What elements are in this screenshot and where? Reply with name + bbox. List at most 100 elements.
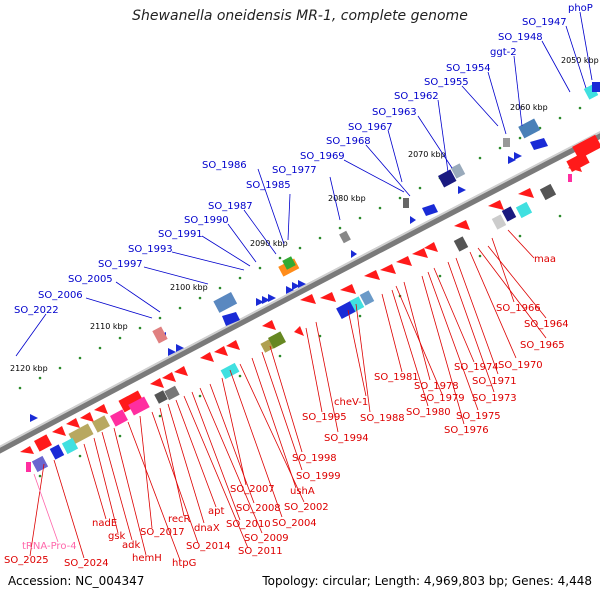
tick-track-inner: [38, 214, 562, 478]
gene-label-SO_1988: SO_1988: [360, 413, 405, 424]
gene-label-nadE: nadE: [92, 518, 117, 529]
gene-label-SO_2006: SO_2006: [38, 290, 83, 301]
gene-label-maa: maa: [534, 254, 556, 265]
tick-track-outer: [18, 106, 582, 390]
gene-label-hemH: hemH: [132, 553, 162, 564]
gene-label-SO_1997: SO_1997: [98, 259, 143, 270]
gene-arrow: [298, 280, 306, 288]
rna-label-group: tRNA-Pro-4: [22, 473, 77, 552]
gene-label-SO_1981: SO_1981: [374, 372, 419, 383]
genome-summary: Topology: circular; Length: 4,969,803 bp…: [262, 574, 592, 588]
gene-label-SO_1987: SO_1987: [208, 201, 253, 212]
gene-label-SO_1970: SO_1970: [498, 360, 543, 371]
tick-label: 2050 kbp: [561, 56, 599, 65]
gene-label-SO_1963: SO_1963: [372, 107, 417, 118]
gene-label-SO_2017: SO_2017: [140, 527, 185, 538]
gene-box: [518, 118, 541, 139]
gene-label-ushA: ushA: [290, 486, 315, 497]
gene-label-SO_2007: SO_2007: [230, 484, 275, 495]
gene-arrow: [530, 138, 548, 150]
gene-label-tRNA-Pro-4: tRNA-Pro-4: [22, 541, 77, 552]
gene-arrow: [286, 286, 294, 294]
gene-arrow: [514, 152, 522, 160]
gene-box: [438, 169, 457, 188]
gene-box: [152, 326, 168, 344]
gene-label-SO_1973: SO_1973: [472, 393, 517, 404]
gene-arrow: [30, 414, 38, 422]
gene-box: [213, 292, 238, 313]
gene-arrow: [410, 216, 416, 224]
gene-box: [339, 230, 351, 244]
gene-label-dnaX: dnaX: [194, 523, 220, 534]
gene-label-SO_1977: SO_1977: [272, 165, 317, 176]
gene-label-SO_1965: SO_1965: [520, 340, 565, 351]
gene-label-SO_1986: SO_1986: [202, 160, 247, 171]
gene-label-SO_1955: SO_1955: [424, 77, 469, 88]
gene-label-SO_1967: SO_1967: [348, 122, 393, 133]
gene-arrow: [262, 296, 270, 304]
gene-arrow: [458, 186, 466, 194]
forward-labels: phoP SO_1947 SO_1948 ggt-2 SO_1954 SO_19…: [14, 3, 593, 316]
gene-label-SO_1991: SO_1991: [158, 229, 203, 240]
gene-label-recR: recR: [168, 514, 191, 525]
gene-box: [450, 163, 466, 179]
gene-box: [503, 138, 510, 147]
gene-label-htpG: htpG: [172, 558, 196, 569]
backbone: [0, 131, 600, 454]
gene-label-SO_2010: SO_2010: [226, 519, 271, 530]
gene-label-SO_1998: SO_1998: [292, 453, 337, 464]
reverse-leaders: [29, 229, 547, 561]
gene-arrow: [222, 312, 240, 326]
tick-label: 2100 kbp: [170, 283, 208, 292]
gene-label-SO_2005: SO_2005: [68, 274, 113, 285]
gene-arrow: [351, 250, 357, 258]
gene-label-SO_1948: SO_1948: [498, 32, 543, 43]
gene-arrow: [176, 344, 184, 352]
tick-label: 2080 kbp: [328, 194, 366, 203]
gene-label-SO_1969: SO_1969: [300, 151, 345, 162]
gene-label-SO_1976: SO_1976: [444, 425, 489, 436]
gene-label-SO_2009: SO_2009: [244, 533, 289, 544]
gene-label-SO_1966: SO_1966: [496, 303, 541, 314]
gene-label-SO_1995: SO_1995: [302, 412, 347, 423]
gene-label-SO_1974: SO_1974: [454, 362, 499, 373]
forward-leaders: [15, 11, 593, 357]
gene-label-SO_2008: SO_2008: [236, 503, 281, 514]
gene-arrow: [268, 294, 276, 302]
gene-label-SO_2022: SO_2022: [14, 305, 59, 316]
tick-label: 2060 kbp: [510, 103, 548, 112]
reverse-labels: maa SO_1966 SO_1964 SO_1965 SO_1970 SO_1…: [4, 254, 569, 569]
gene-box: [282, 256, 296, 270]
gene-label-SO_1980: SO_1980: [406, 407, 451, 418]
gene-arrow: [168, 348, 176, 356]
gene-label-SO_1954: SO_1954: [446, 63, 491, 74]
tick-label: 2120 kbp: [10, 364, 48, 373]
gene-label-SO_2011: SO_2011: [238, 546, 283, 557]
gene-arrow: [292, 282, 300, 290]
gene-label-SO_2024: SO_2024: [64, 558, 109, 569]
gene-arrow: [508, 156, 516, 164]
forward-genes: [30, 82, 600, 422]
gene-label-SO_2025: SO_2025: [4, 555, 49, 566]
gene-label-SO_1971: SO_1971: [472, 376, 517, 387]
gene-label-SO_1993: SO_1993: [128, 244, 173, 255]
gene-label-SO_1985: SO_1985: [246, 180, 291, 191]
reverse-genes: [20, 134, 600, 473]
gene-label-SO_1964: SO_1964: [524, 319, 569, 330]
gene-label-SO_1975: SO_1975: [456, 411, 501, 422]
gene-label-SO_1962: SO_1962: [394, 91, 439, 102]
gene-label-cheV-1: cheV-1: [334, 397, 368, 408]
gene-box: [403, 198, 409, 208]
gene-label-SO_1978: SO_1978: [414, 381, 459, 392]
gene-box: [592, 82, 600, 92]
gene-arrow: [422, 204, 438, 216]
gene-label-SO_1968: SO_1968: [326, 136, 371, 147]
gene-label-SO_1999: SO_1999: [296, 471, 341, 482]
tick-label: 2070 kbp: [408, 150, 446, 159]
gene-label-SO_2004: SO_2004: [272, 518, 317, 529]
gene-label-adk: adk: [122, 540, 140, 551]
gene-label-apt: apt: [208, 506, 224, 517]
gene-label-phoP: phoP: [568, 3, 593, 14]
